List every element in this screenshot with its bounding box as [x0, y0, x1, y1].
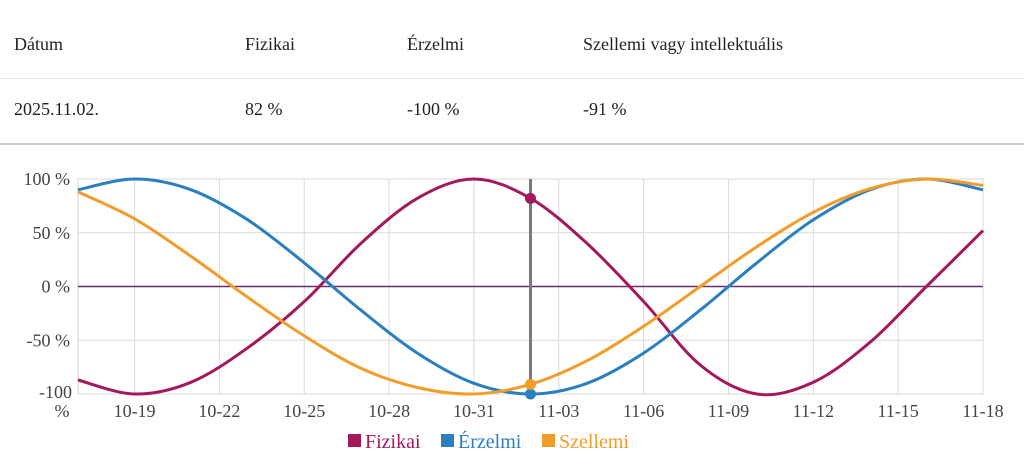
legend-swatch-fizikai: [348, 434, 361, 447]
x-tick-label: 11-18: [962, 401, 1003, 421]
legend-swatch-szellemi: [542, 434, 555, 447]
x-tick-label: 10-22: [198, 401, 240, 421]
x-tick-label: 10-19: [114, 401, 156, 421]
y-tick-label: 50 %: [33, 223, 71, 243]
header-intellectual: Szellemi vagy intellektuális: [583, 34, 783, 54]
cursor-marker-érzelmi: [525, 388, 536, 400]
x-tick-label: 11-03: [538, 401, 579, 421]
legend-swatch-érzelmi: [441, 434, 454, 447]
legend-label-fizikai[interactable]: Fizikai: [365, 431, 421, 453]
table-header-row: Dátum Fizikai Érzelmi Szellemi vagy inte…: [0, 0, 1024, 79]
x-tick-label: 10-31: [453, 401, 495, 421]
table-row: 2025.11.02. 82 % -100 % -91 %: [0, 79, 1024, 145]
x-tick-label: 11-06: [623, 401, 664, 421]
header-emotional: Érzelmi: [407, 34, 464, 54]
y-tick-label: 100 %: [24, 169, 71, 189]
x-tick-label: 11-09: [708, 401, 749, 421]
x-tick-label: 11-15: [877, 401, 918, 421]
header-date: Dátum: [14, 34, 63, 54]
x-tick-label: 11-12: [793, 401, 834, 421]
cursor-marker-fizikai: [525, 192, 536, 204]
cursor-marker-szellemi: [525, 378, 536, 390]
y-tick-label: -100: [39, 382, 72, 402]
y-tick-label: -50 %: [27, 330, 71, 350]
header-physical: Fizikai: [245, 34, 295, 54]
cell-date: 2025.11.02.: [14, 99, 99, 119]
cell-emotional: -100 %: [407, 99, 460, 119]
cell-physical: 82 %: [245, 99, 283, 119]
cell-intellectual: -91 %: [583, 99, 627, 119]
biorhythm-table: Dátum Fizikai Érzelmi Szellemi vagy inte…: [0, 0, 1024, 145]
legend-label-érzelmi[interactable]: Érzelmi: [458, 430, 522, 453]
x-tick-label: 10-25: [283, 401, 325, 421]
x-tick-label: 10-28: [368, 401, 410, 421]
y-tick-label: 0 %: [42, 277, 71, 297]
legend-label-szellemi[interactable]: Szellemi: [559, 431, 629, 453]
y-tick-label-unit: %: [55, 401, 70, 421]
series-line-fizikai: [77, 177, 985, 397]
